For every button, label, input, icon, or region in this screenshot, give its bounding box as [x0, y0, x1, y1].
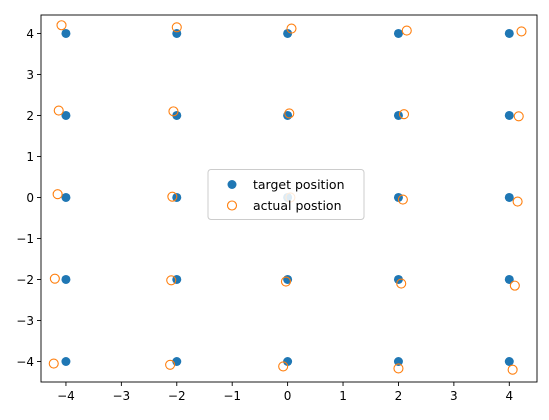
- actual-position-point: [513, 111, 524, 122]
- series-layer: [48, 20, 527, 375]
- target-position-point: [504, 356, 514, 366]
- actual-position-point: [168, 106, 179, 117]
- actual-position-point: [396, 278, 407, 289]
- target-position-point: [61, 356, 71, 366]
- y-tick-label: −3: [16, 314, 34, 328]
- y-tick-label: 1: [26, 150, 34, 164]
- actual-position-point: [49, 273, 60, 284]
- actual-position-point: [171, 22, 182, 33]
- y-tick-label: 3: [26, 68, 34, 82]
- actual-position-point: [56, 20, 67, 31]
- legend-marker-target: [227, 180, 237, 189]
- target-position-point: [61, 274, 71, 284]
- target-position-point: [393, 28, 403, 38]
- legend-label: target position: [253, 177, 345, 192]
- x-tick-label: 0: [284, 389, 292, 403]
- target-position-point: [61, 192, 71, 202]
- target-position-point: [393, 356, 403, 366]
- y-tick-label: −1: [16, 232, 34, 246]
- actual-position-point: [278, 361, 289, 372]
- x-tick-label: −1: [223, 389, 241, 403]
- actual-position-point: [393, 363, 404, 374]
- actual-position-point: [167, 191, 178, 202]
- legend: target position actual postion: [207, 169, 365, 220]
- actual-position-point: [284, 108, 295, 119]
- actual-position-point: [512, 196, 523, 207]
- y-axis: −4 −3 −2 −1 0 1 2 3 4: [16, 27, 41, 369]
- actual-position-point: [286, 23, 297, 34]
- x-tick-label: 2: [395, 389, 403, 403]
- actual-position-point: [507, 364, 518, 375]
- actual-position-point: [165, 359, 176, 370]
- y-tick-label: 0: [26, 191, 34, 205]
- y-tick-label: 2: [26, 109, 34, 123]
- actual-position-point: [280, 276, 292, 287]
- x-tick-label: 4: [505, 389, 513, 403]
- x-axis: −4 −3 −2 −1 0 1 2 3 4: [57, 382, 513, 403]
- legend-box: [207, 169, 365, 220]
- legend-marker-actual: [226, 200, 238, 211]
- legend-label: actual postion: [253, 198, 342, 213]
- target-position-point: [504, 192, 514, 202]
- y-tick-label: 4: [26, 27, 34, 41]
- y-tick-label: −2: [16, 273, 34, 287]
- series-2: [48, 20, 527, 375]
- actual-position-point: [516, 26, 527, 37]
- target-position-point: [504, 28, 514, 38]
- actual-position-point: [401, 25, 412, 36]
- target-position-point: [283, 28, 293, 38]
- target-position-point: [61, 110, 71, 120]
- plot-frame: [40, 14, 538, 383]
- actual-position-point: [166, 275, 177, 286]
- target-position-point: [504, 110, 514, 120]
- x-tick-label: −4: [57, 389, 75, 403]
- actual-position-point: [48, 358, 59, 369]
- x-tick-label: −2: [168, 389, 186, 403]
- axes-frame: [40, 14, 538, 383]
- target-position-point: [283, 356, 293, 366]
- actual-position-point: [509, 280, 520, 291]
- actual-position-point: [52, 189, 63, 200]
- target-position-point: [61, 28, 71, 38]
- actual-position-point: [398, 109, 410, 120]
- target-position-point: [172, 110, 182, 120]
- actual-position-point: [397, 194, 408, 205]
- x-tick-label: −3: [113, 389, 131, 403]
- actual-position-point: [53, 105, 64, 116]
- target-position-point: [504, 274, 514, 284]
- x-tick-label: 3: [450, 389, 458, 403]
- y-tick-label: −4: [16, 355, 34, 369]
- x-tick-label: 1: [339, 389, 347, 403]
